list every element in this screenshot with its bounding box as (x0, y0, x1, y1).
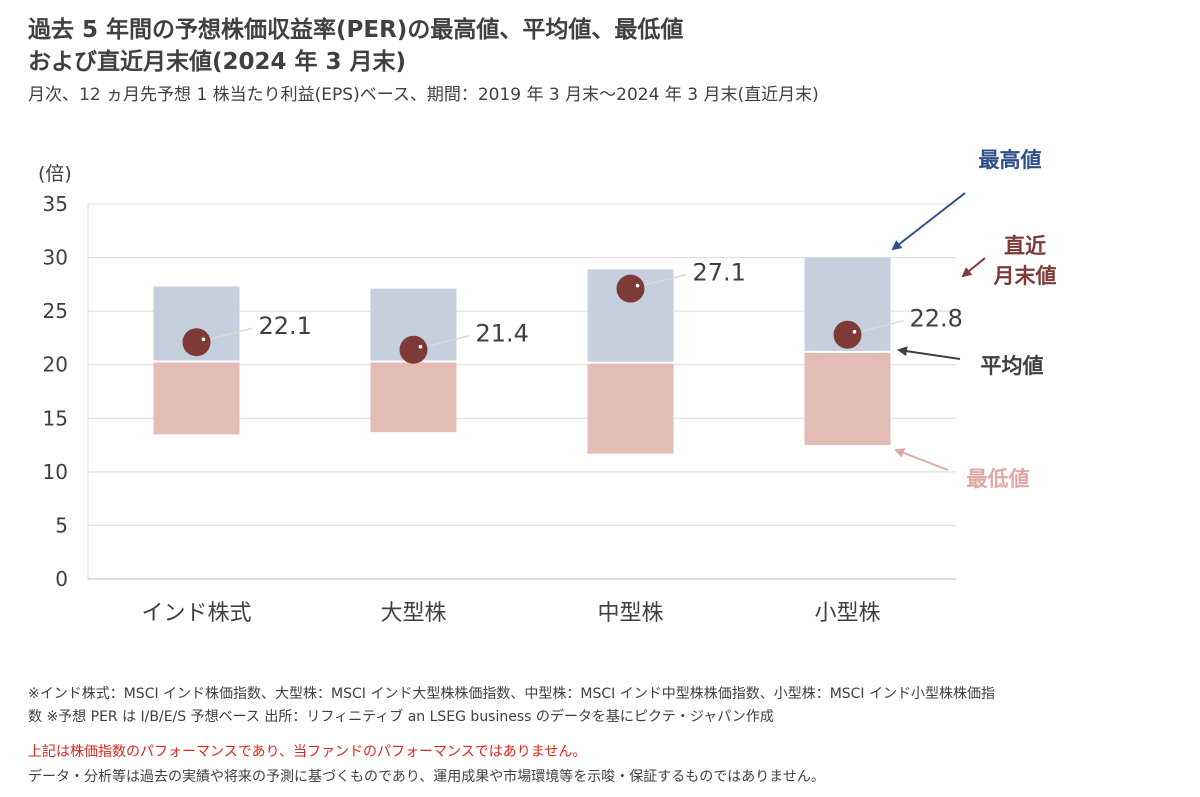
y-tick-label: 35 (43, 192, 68, 216)
y-tick-label: 10 (43, 460, 68, 484)
latest-marker (616, 274, 645, 303)
latest-value-label: 21.4 (476, 320, 529, 348)
legend-latest-arrow (961, 257, 986, 278)
legend-latest-label-line2: 月末値 (993, 264, 1057, 288)
bar-lower-band (587, 362, 674, 454)
disclaimer: データ・分析等は過去の実績や将来の予測に基づくものであり、運用成果や市場環境等を… (28, 769, 825, 785)
latest-marker-highlight (852, 329, 857, 334)
legend-min-label: 最低値 (967, 467, 1030, 491)
y-tick-label: 20 (43, 353, 68, 377)
legend-max-label: 最高値 (979, 148, 1042, 172)
latest-marker (182, 328, 211, 357)
y-tick-label: 0 (55, 567, 68, 591)
bar-lower-band (153, 361, 240, 435)
latest-marker-highlight (635, 283, 640, 288)
chart-subtitle: 月次、12 ヵ月先予想 1 株当たり利益(EPS)ベース、期間：2019 年 3… (28, 85, 819, 105)
latest-value-label: 22.8 (910, 305, 963, 333)
chart-title-line1: 過去 5 年間の予想株価収益率(PER)の最高値、平均値、最低値 (28, 17, 684, 43)
x-category-label: 大型株 (380, 601, 446, 626)
bar-lower-band (370, 361, 457, 433)
latest-marker-highlight (201, 337, 206, 342)
x-category-label: 中型株 (597, 601, 663, 626)
legend-min-arrow (894, 448, 949, 471)
y-tick-label: 15 (43, 406, 68, 430)
disclaimer-red: 上記は株価指数のパフォーマンスであり、当ファンドのパフォーマンスではありません。 (28, 744, 587, 760)
y-tick-label: 30 (43, 246, 68, 270)
latest-value-label: 27.1 (693, 259, 746, 287)
y-tick-label: 5 (55, 513, 68, 537)
x-axis-labels: インド株式 大型株 中型株 小型株 (141, 601, 880, 626)
y-axis-unit-label: (倍) (38, 163, 72, 185)
legend-latest-label-line1: 直近 (1004, 234, 1046, 258)
legend-max-arrow (891, 192, 966, 251)
bar-lower-band (804, 351, 891, 446)
latest-value-label: 22.1 (259, 312, 312, 340)
x-category-label: 小型株 (814, 601, 880, 626)
chart-title-line2: および直近月末値(2024 年 3 月末) (28, 49, 407, 75)
y-tick-label: 25 (43, 299, 68, 323)
latest-marker-highlight (418, 344, 423, 349)
y-axis-ticks: 0 5 10 15 20 25 30 35 (43, 192, 68, 591)
bars (153, 257, 891, 454)
footnote-line2: 数 ※予想 PER は I/B/E/S 予想ベース 出所：リフィニティブ an … (28, 709, 774, 725)
footnote-line1: ※インド株式：MSCI インド株価指数、大型株：MSCI インド大型株株価指数、… (28, 686, 996, 702)
latest-markers: 22.1 21.4 27.1 22.8 (182, 259, 963, 364)
x-category-label: インド株式 (141, 601, 251, 626)
per-range-chart: 0 5 10 15 20 25 30 35 (倍) 22.1 21.4 27.1 22.8 インド株… (38, 148, 1057, 626)
latest-marker (399, 335, 428, 364)
latest-marker (833, 320, 862, 349)
legend-avg-arrow (897, 346, 961, 360)
legend-avg-label: 平均値 (981, 354, 1044, 378)
